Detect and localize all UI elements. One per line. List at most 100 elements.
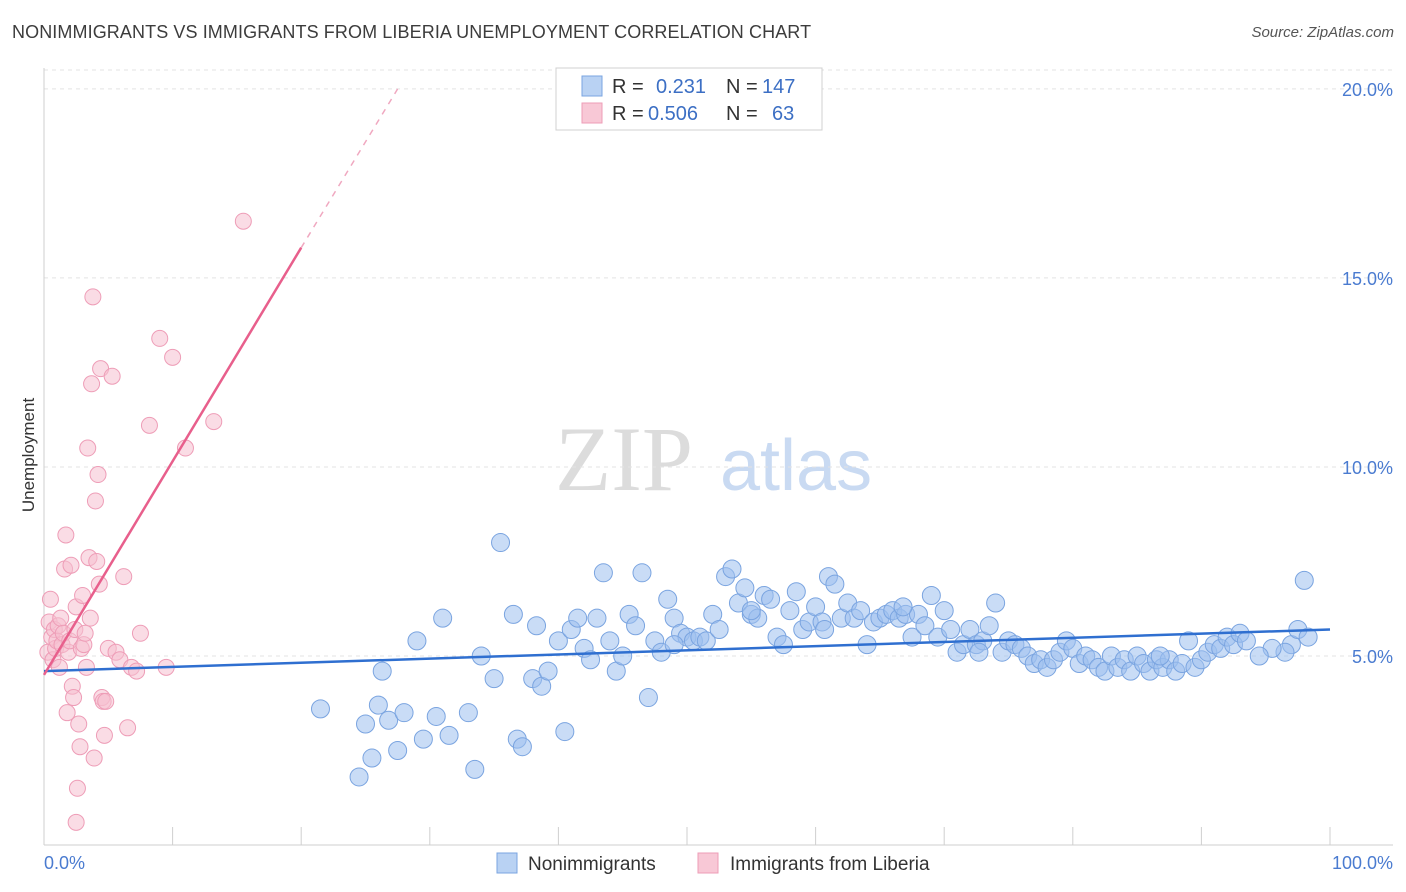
point-nonimmigrant xyxy=(1249,646,1269,666)
point-nonimmigrant xyxy=(600,631,620,651)
point-liberia xyxy=(151,329,169,347)
axes xyxy=(43,68,1393,846)
legend-r-label: R = xyxy=(612,76,644,98)
legend-label-liberia: Immigrants from Liberia xyxy=(730,854,930,875)
point-nonimmigrant xyxy=(413,729,433,749)
point-nonimmigrant xyxy=(388,740,408,760)
point-nonimmigrant xyxy=(941,620,961,640)
point-liberia xyxy=(52,609,70,627)
point-nonimmigrant xyxy=(512,737,532,757)
point-nonimmigrant xyxy=(741,601,761,621)
point-liberia xyxy=(140,416,158,434)
point-nonimmigrant xyxy=(465,759,485,779)
point-nonimmigrant xyxy=(658,589,678,609)
point-nonimmigrant xyxy=(773,635,793,655)
legend-r-value: 0.231 xyxy=(656,76,706,98)
point-liberia xyxy=(95,726,113,744)
point-liberia xyxy=(81,609,99,627)
y-axis-title: Unemployment xyxy=(19,398,38,513)
point-nonimmigrant xyxy=(761,589,781,609)
point-nonimmigrant xyxy=(484,669,504,689)
watermark-atlas: atlas xyxy=(720,426,872,506)
trend-lines xyxy=(42,88,1331,676)
point-nonimmigrant xyxy=(722,559,742,579)
point-nonimmigrant xyxy=(433,608,453,628)
series-legend: Nonimmigrants Immigrants from Liberia xyxy=(496,852,930,875)
legend-swatch-nonimmigrants xyxy=(496,852,518,874)
point-liberia xyxy=(57,526,75,544)
y-tick-label: 10.0% xyxy=(1342,458,1393,478)
legend-n-value: 63 xyxy=(772,103,794,125)
point-nonimmigrant xyxy=(626,616,646,636)
point-nonimmigrant xyxy=(372,661,392,681)
x-tick-label-min: 0.0% xyxy=(44,853,85,873)
point-nonimmigrant xyxy=(491,533,511,553)
point-liberia xyxy=(77,658,95,676)
series-nonimmigrants xyxy=(310,533,1318,787)
trend-line-liberia-extension xyxy=(300,88,399,249)
point-nonimmigrant xyxy=(548,631,568,651)
point-nonimmigrant xyxy=(426,706,446,726)
point-liberia xyxy=(115,568,133,586)
point-nonimmigrant xyxy=(1179,631,1199,651)
point-nonimmigrant xyxy=(902,627,922,647)
point-nonimmigrant xyxy=(934,601,954,621)
correlation-legend: R = 0.231 N = 147 R = 0.506 N = 63 xyxy=(555,67,823,131)
gridlines xyxy=(44,69,1393,657)
point-nonimmigrant xyxy=(538,661,558,681)
point-nonimmigrant xyxy=(921,585,941,605)
legend-swatch-pink xyxy=(581,102,603,124)
legend-n-label: N = xyxy=(726,103,758,125)
point-nonimmigrant xyxy=(664,635,684,655)
point-nonimmigrant xyxy=(407,631,427,651)
point-liberia xyxy=(67,813,85,831)
point-nonimmigrant xyxy=(825,574,845,594)
point-nonimmigrant xyxy=(613,646,633,666)
point-liberia xyxy=(88,552,106,570)
point-nonimmigrant xyxy=(1236,631,1256,651)
point-nonimmigrant xyxy=(1150,646,1170,666)
point-nonimmigrant xyxy=(362,748,382,768)
point-liberia xyxy=(164,348,182,366)
point-liberia xyxy=(119,719,137,737)
point-liberia xyxy=(84,288,102,306)
watermark-zip: ZIP xyxy=(555,408,693,510)
point-liberia xyxy=(89,466,107,484)
point-liberia xyxy=(83,375,101,393)
legend-n-label: N = xyxy=(726,76,758,98)
point-liberia xyxy=(65,689,83,707)
y-tick-label: 5.0% xyxy=(1352,647,1393,667)
legend-label-nonimmigrants: Nonimmigrants xyxy=(528,854,656,875)
point-nonimmigrant xyxy=(439,725,459,745)
point-liberia xyxy=(85,749,103,767)
point-nonimmigrant xyxy=(632,563,652,583)
point-nonimmigrant xyxy=(815,620,835,640)
point-liberia xyxy=(68,779,86,797)
point-nonimmigrant xyxy=(503,604,523,624)
point-liberia xyxy=(71,738,89,756)
point-liberia xyxy=(41,590,59,608)
point-nonimmigrant xyxy=(986,593,1006,613)
y-tick-label: 20.0% xyxy=(1342,80,1393,100)
point-nonimmigrant xyxy=(356,714,375,734)
point-liberia xyxy=(205,413,223,431)
y-tick-label: 15.0% xyxy=(1342,269,1393,289)
point-nonimmigrant xyxy=(915,616,935,636)
point-nonimmigrant xyxy=(587,608,607,628)
point-liberia xyxy=(128,662,146,680)
point-liberia xyxy=(103,367,121,385)
point-nonimmigrant xyxy=(786,582,806,602)
point-nonimmigrant xyxy=(638,688,658,708)
point-nonimmigrant xyxy=(394,703,414,723)
trend-line-liberia xyxy=(42,247,303,676)
point-liberia xyxy=(62,556,80,574)
point-liberia xyxy=(76,624,94,642)
point-nonimmigrant xyxy=(851,601,871,621)
trend-line-nonimmigrants xyxy=(43,628,1331,673)
point-nonimmigrant xyxy=(969,642,989,662)
source-credit: Source: ZipAtlas.com xyxy=(1251,24,1394,41)
series-immigrants-liberia xyxy=(39,212,252,831)
point-liberia xyxy=(50,658,68,676)
point-nonimmigrant xyxy=(458,703,478,723)
